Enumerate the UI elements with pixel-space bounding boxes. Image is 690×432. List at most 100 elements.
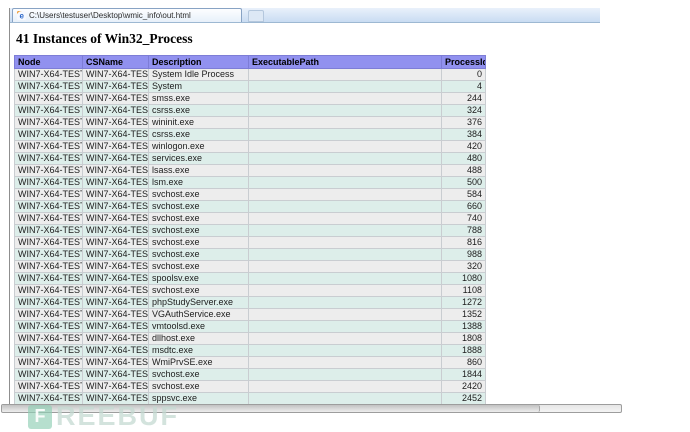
cell-executablepath — [249, 105, 442, 117]
cell-description: lsm.exe — [149, 177, 249, 189]
cell-processid: 1888 — [442, 345, 486, 357]
cell-node: WIN7-X64-TEST — [15, 381, 83, 393]
cell-executablepath — [249, 309, 442, 321]
cell-node: WIN7-X64-TEST — [15, 225, 83, 237]
horizontal-scrollbar[interactable] — [1, 404, 622, 413]
cell-processid: 480 — [442, 153, 486, 165]
cell-node: WIN7-X64-TEST — [15, 297, 83, 309]
cell-node: WIN7-X64-TEST — [15, 333, 83, 345]
cell-executablepath — [249, 189, 442, 201]
cell-processid: 0 — [442, 69, 486, 81]
cell-node: WIN7-X64-TEST — [15, 369, 83, 381]
cell-node: WIN7-X64-TEST — [15, 237, 83, 249]
table-row: WIN7-X64-TEST WIN7-X64-TEST svchost.exe … — [15, 249, 486, 261]
cell-node: WIN7-X64-TEST — [15, 249, 83, 261]
cell-executablepath — [249, 369, 442, 381]
cell-processid: 1352 — [442, 309, 486, 321]
cell-description: winlogon.exe — [149, 141, 249, 153]
process-table-container: Node CSName Description ExecutablePath P… — [14, 55, 487, 404]
table-row: WIN7-X64-TEST WIN7-X64-TEST lsass.exe 48… — [15, 165, 486, 177]
browser-tab[interactable]: e C:\Users\testuser\Desktop\wmic_info\ou… — [12, 8, 242, 22]
horizontal-scrollbar-thumb[interactable] — [2, 405, 540, 412]
cell-description: System Idle Process — [149, 69, 249, 81]
cell-description: smss.exe — [149, 93, 249, 105]
table-row: WIN7-X64-TEST WIN7-X64-TEST svchost.exe … — [15, 261, 486, 273]
cell-csname: WIN7-X64-TEST — [83, 93, 149, 105]
cell-description: svchost.exe — [149, 213, 249, 225]
cell-description: svchost.exe — [149, 285, 249, 297]
table-row: WIN7-X64-TEST WIN7-X64-TEST phpStudyServ… — [15, 297, 486, 309]
cell-csname: WIN7-X64-TEST — [83, 393, 149, 405]
cell-node: WIN7-X64-TEST — [15, 177, 83, 189]
cell-processid: 488 — [442, 165, 486, 177]
cell-node: WIN7-X64-TEST — [15, 141, 83, 153]
cell-csname: WIN7-X64-TEST — [83, 261, 149, 273]
cell-node: WIN7-X64-TEST — [15, 321, 83, 333]
cell-executablepath — [249, 321, 442, 333]
cell-node: WIN7-X64-TEST — [15, 153, 83, 165]
cell-processid: 1844 — [442, 369, 486, 381]
cell-csname: WIN7-X64-TEST — [83, 285, 149, 297]
table-row: WIN7-X64-TEST WIN7-X64-TEST System Idle … — [15, 69, 486, 81]
ie-page-icon: e — [17, 11, 26, 20]
table-row: WIN7-X64-TEST WIN7-X64-TEST WmiPrvSE.exe… — [15, 357, 486, 369]
cell-processid: 788 — [442, 225, 486, 237]
cell-processid: 1808 — [442, 333, 486, 345]
cell-node: WIN7-X64-TEST — [15, 345, 83, 357]
table-row: WIN7-X64-TEST WIN7-X64-TEST wininit.exe … — [15, 117, 486, 129]
cell-csname: WIN7-X64-TEST — [83, 153, 149, 165]
table-row: WIN7-X64-TEST WIN7-X64-TEST lsm.exe 500 — [15, 177, 486, 189]
table-row: WIN7-X64-TEST WIN7-X64-TEST svchost.exe … — [15, 225, 486, 237]
table-row: WIN7-X64-TEST WIN7-X64-TEST svchost.exe … — [15, 213, 486, 225]
table-row: WIN7-X64-TEST WIN7-X64-TEST svchost.exe … — [15, 237, 486, 249]
table-row: WIN7-X64-TEST WIN7-X64-TEST csrss.exe 38… — [15, 129, 486, 141]
cell-processid: 500 — [442, 177, 486, 189]
cell-description: svchost.exe — [149, 201, 249, 213]
table-row: WIN7-X64-TEST WIN7-X64-TEST svchost.exe … — [15, 285, 486, 297]
cell-processid: 660 — [442, 201, 486, 213]
cell-description: svchost.exe — [149, 249, 249, 261]
table-row: WIN7-X64-TEST WIN7-X64-TEST csrss.exe 32… — [15, 105, 486, 117]
cell-description: csrss.exe — [149, 129, 249, 141]
cell-description: svchost.exe — [149, 189, 249, 201]
cell-description: VGAuthService.exe — [149, 309, 249, 321]
cell-executablepath — [249, 249, 442, 261]
cell-processid: 384 — [442, 129, 486, 141]
cell-csname: WIN7-X64-TEST — [83, 309, 149, 321]
cell-csname: WIN7-X64-TEST — [83, 249, 149, 261]
cell-processid: 860 — [442, 357, 486, 369]
column-header-executablepath: ExecutablePath — [249, 56, 442, 69]
new-tab-button[interactable] — [248, 10, 264, 22]
cell-node: WIN7-X64-TEST — [15, 309, 83, 321]
cell-processid: 988 — [442, 249, 486, 261]
cell-node: WIN7-X64-TEST — [15, 189, 83, 201]
cell-csname: WIN7-X64-TEST — [83, 177, 149, 189]
cell-csname: WIN7-X64-TEST — [83, 333, 149, 345]
cell-processid: 420 — [442, 141, 486, 153]
cell-csname: WIN7-X64-TEST — [83, 165, 149, 177]
cell-node: WIN7-X64-TEST — [15, 213, 83, 225]
table-row: WIN7-X64-TEST WIN7-X64-TEST spoolsv.exe … — [15, 273, 486, 285]
cell-csname: WIN7-X64-TEST — [83, 69, 149, 81]
process-table: Node CSName Description ExecutablePath P… — [14, 55, 486, 404]
cell-processid: 376 — [442, 117, 486, 129]
cell-node: WIN7-X64-TEST — [15, 165, 83, 177]
cell-description: WmiPrvSE.exe — [149, 357, 249, 369]
cell-csname: WIN7-X64-TEST — [83, 345, 149, 357]
cell-executablepath — [249, 81, 442, 93]
cell-description: msdtc.exe — [149, 345, 249, 357]
cell-csname: WIN7-X64-TEST — [83, 201, 149, 213]
tab-title: C:\Users\testuser\Desktop\wmic_info\out.… — [29, 11, 191, 20]
cell-description: lsass.exe — [149, 165, 249, 177]
cell-description: System — [149, 81, 249, 93]
cell-description: csrss.exe — [149, 105, 249, 117]
table-row: WIN7-X64-TEST WIN7-X64-TEST services.exe… — [15, 153, 486, 165]
cell-executablepath — [249, 93, 442, 105]
cell-csname: WIN7-X64-TEST — [83, 225, 149, 237]
cell-description: svchost.exe — [149, 369, 249, 381]
cell-node: WIN7-X64-TEST — [15, 285, 83, 297]
cell-csname: WIN7-X64-TEST — [83, 105, 149, 117]
cell-description: wininit.exe — [149, 117, 249, 129]
cell-executablepath — [249, 213, 442, 225]
table-row: WIN7-X64-TEST WIN7-X64-TEST dllhost.exe … — [15, 333, 486, 345]
